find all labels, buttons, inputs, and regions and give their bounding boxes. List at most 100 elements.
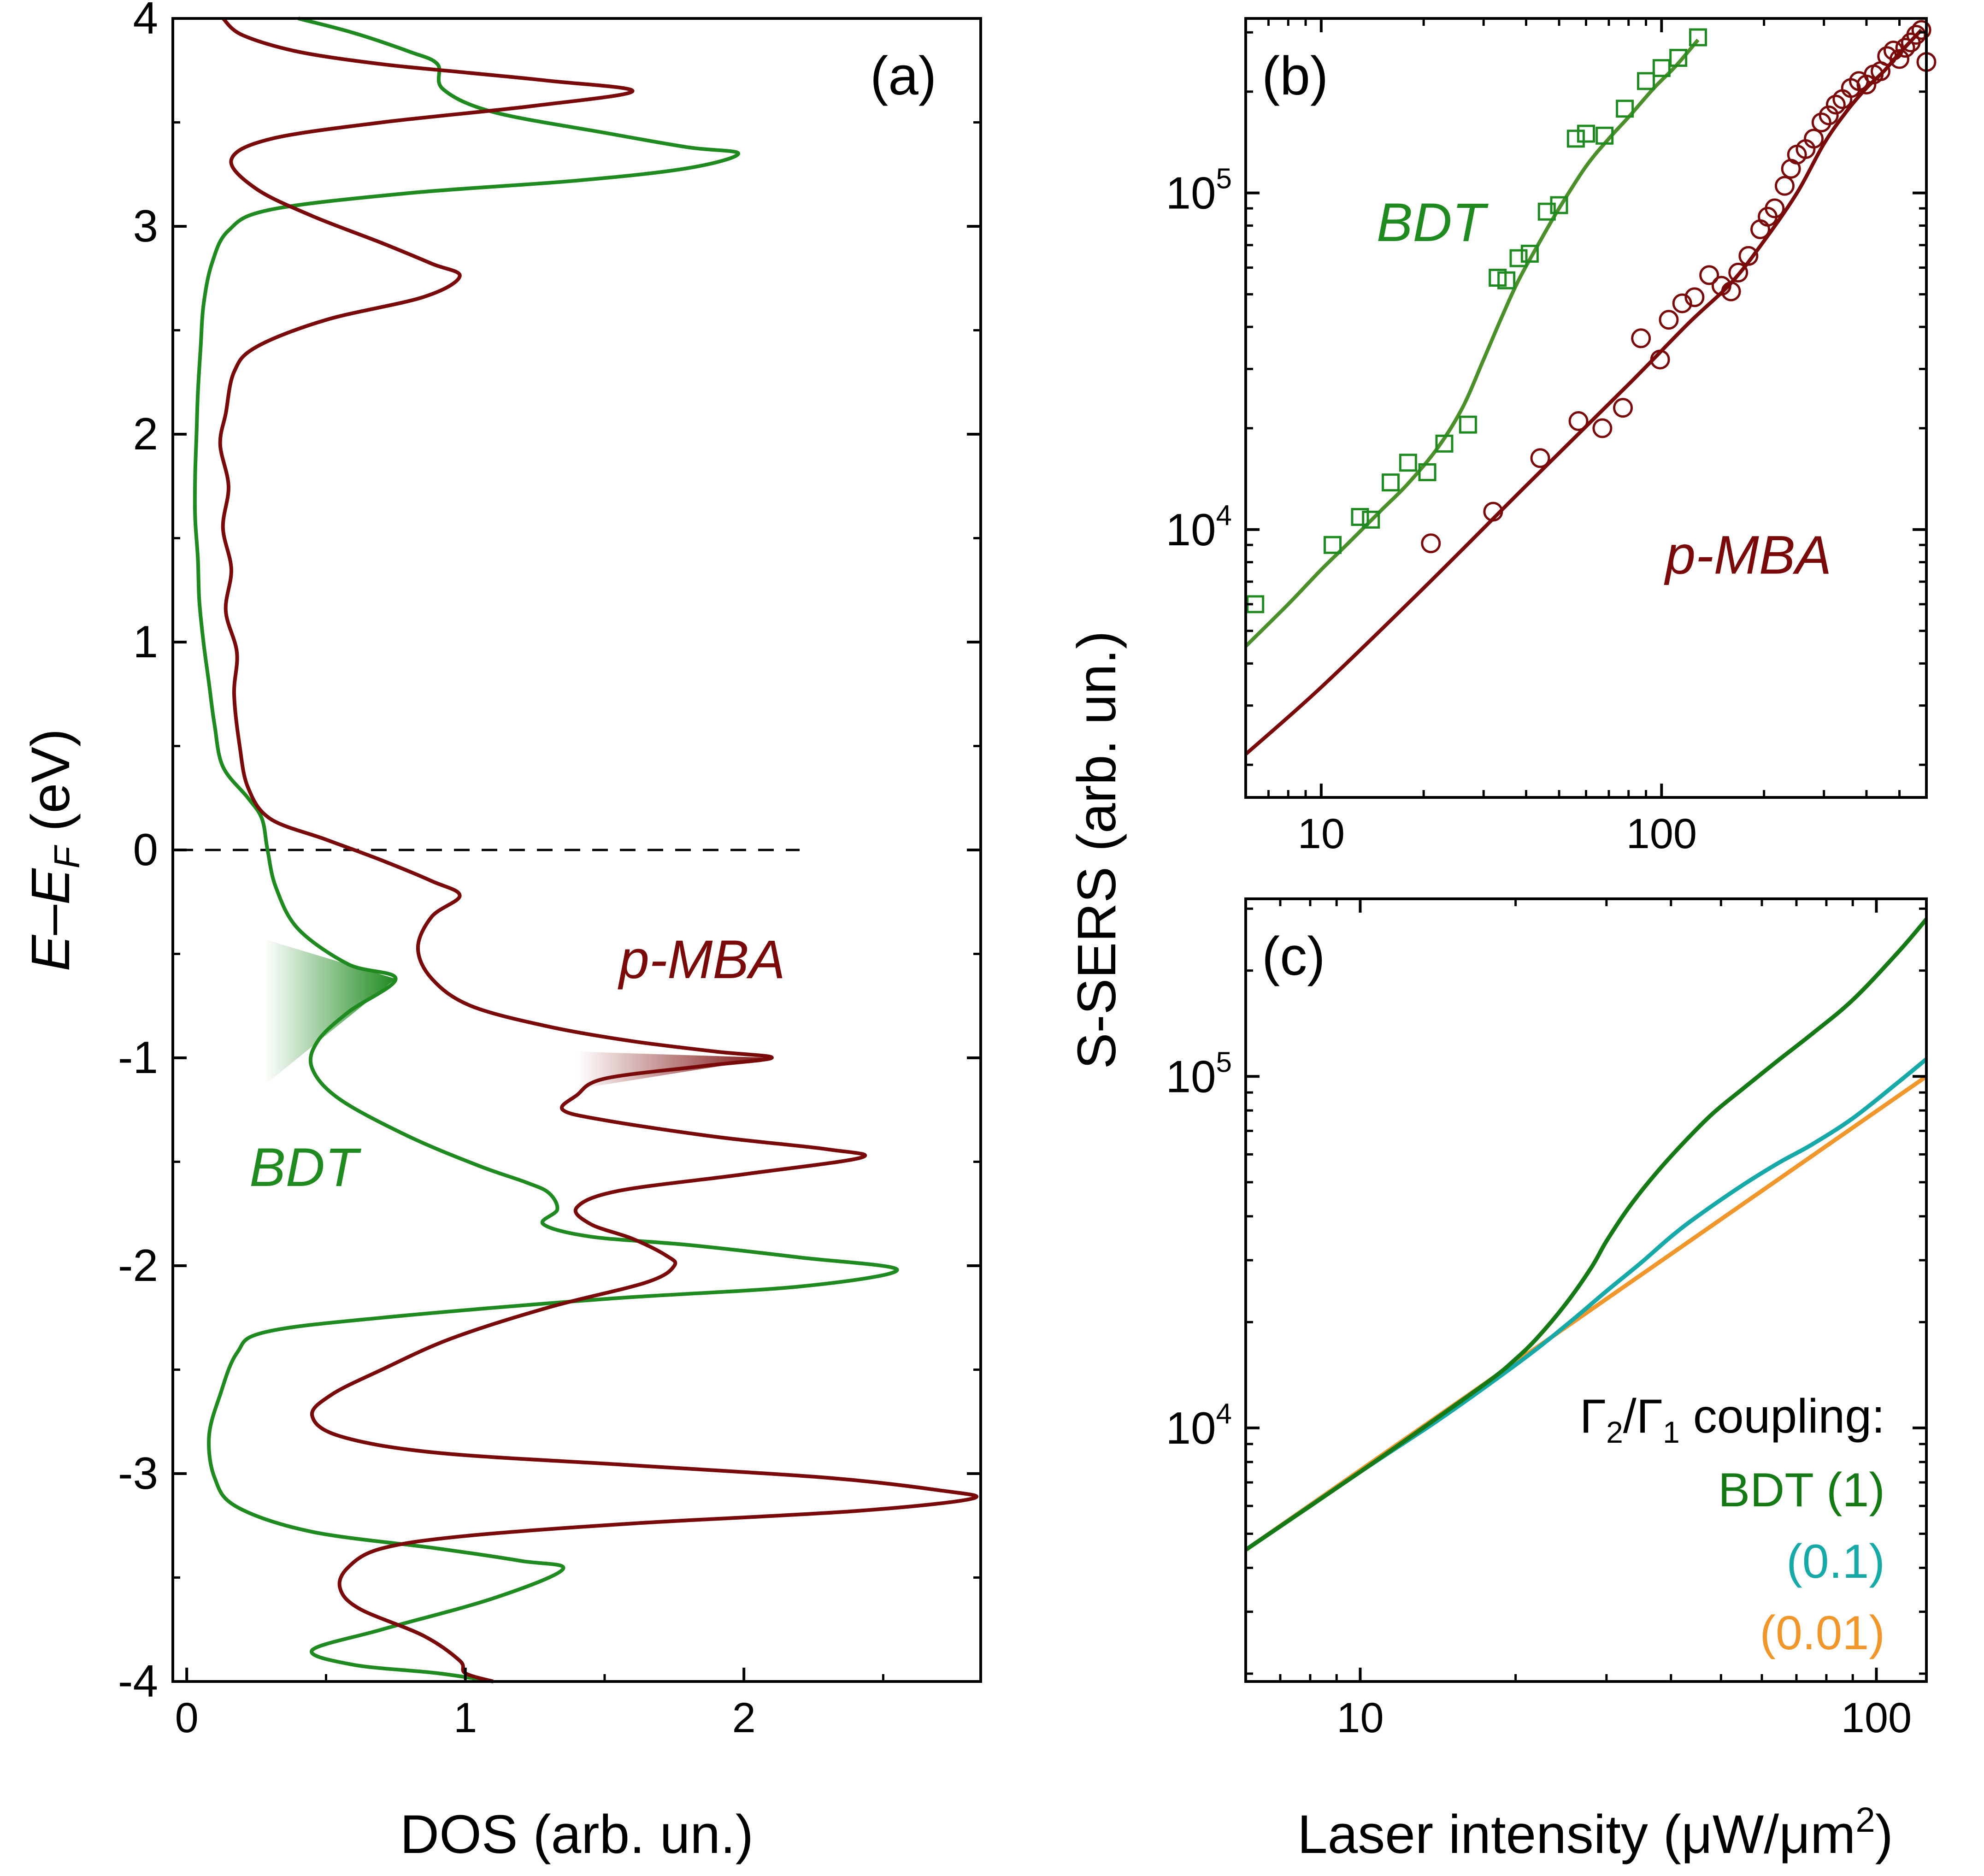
data-point-p-mba (1721, 281, 1741, 301)
y-tick-label-1: 1 (133, 616, 158, 667)
ylabel-dash: – (20, 905, 81, 935)
legend-gamma-2: Γ (1580, 1390, 1606, 1443)
data-point-bdt (1497, 271, 1516, 289)
legend-sub-1: 1 (1663, 1415, 1680, 1449)
data-point-bdt (1509, 249, 1528, 267)
legend-rest: coupling: (1680, 1390, 1885, 1443)
panel-b-label: (b) (1262, 46, 1328, 106)
data-point-p-mba (1699, 265, 1719, 285)
data-point-bdt (1435, 434, 1454, 453)
x-tick-label-1: 1 (453, 1694, 477, 1741)
data-point-p-mba (1906, 25, 1926, 45)
data-point-p-mba (1684, 287, 1705, 307)
panel-a-annotations: p-MBA BDT (249, 929, 785, 1198)
data-point-p-mba (1592, 418, 1613, 438)
y-tick-label--1: -1 (118, 1032, 158, 1083)
x-tick-label-10: 10 (1298, 810, 1345, 857)
xlabel-sup: 2 (1855, 1800, 1875, 1840)
data-point-p-mba (1711, 276, 1731, 296)
data-point-p-mba (1672, 293, 1692, 313)
data-point-p-mba (1804, 129, 1824, 149)
panel-b-plot-area (1244, 20, 1937, 756)
data-point-p-mba (1530, 448, 1550, 468)
data-point-bdt (1399, 454, 1417, 472)
y-tick-exp: 4 (1216, 1398, 1232, 1430)
panel-c-legend: Γ2/Γ1 coupling: BDT (1)(0.1)(0.01) (1580, 1390, 1885, 1660)
panel-a-plot-area (177, 17, 978, 1683)
y-tick-base: 10 (1166, 504, 1216, 555)
y-tick-base: 10 (1166, 168, 1216, 218)
data-point-bdt (1351, 508, 1369, 526)
panel-a-dos: 0 1 2 4 3 2 1 0 -1 -2 -3 -4 (a) p-MBA BDT DOS (arb. … (20, 0, 982, 1865)
panel-b-frame (1244, 17, 1928, 799)
legend-sub-2: 2 (1606, 1415, 1623, 1449)
data-point-bdt (1418, 463, 1436, 482)
data-point-p-mba (1895, 38, 1915, 58)
panels-bc-y-axis-label: S-SERS (arb. un.) (1066, 631, 1127, 1069)
data-point-bdt (1566, 130, 1585, 148)
ylabel-unit: (eV) (20, 729, 81, 847)
y-tick-label--2: -2 (118, 1240, 158, 1291)
x-tick-label-100: 100 (1626, 810, 1697, 857)
legend-slash: / (1623, 1390, 1637, 1443)
data-point-p-mba (1728, 262, 1749, 283)
data-point-bdt (1362, 510, 1380, 529)
data-point-p-mba (1811, 112, 1831, 133)
data-point-bdt (1537, 202, 1556, 221)
ylabel-e1: E (20, 934, 81, 971)
data-point-bdt (1637, 72, 1655, 90)
panel-c-plot-area (1244, 918, 1928, 1552)
data-point-bdt (1324, 536, 1342, 554)
legend-gamma-1: Γ (1637, 1390, 1663, 1443)
y-tick-label-4: 4 (133, 0, 158, 43)
data-point-bdt (1652, 59, 1671, 77)
y-tick-base: 10 (1166, 1051, 1216, 1102)
data-point-p-mba (1877, 46, 1897, 66)
fit-line-bdt (1244, 38, 1700, 648)
annotation-p-mba: p-MBA (1664, 525, 1832, 585)
data-point-p-mba (1650, 349, 1670, 370)
data-point-p-mba (1890, 49, 1910, 69)
annotation-bdt: BDT (249, 1137, 362, 1198)
ylabel-e2: E (20, 868, 81, 905)
data-point-bdt (1616, 100, 1634, 118)
ylabel-sub: F (47, 844, 87, 868)
x-tick-label-100: 100 (1841, 1694, 1912, 1741)
series-line-p-mba (218, 17, 978, 1683)
data-point-p-mba (1819, 105, 1839, 125)
y-tick-label-3: 3 (133, 201, 158, 251)
data-point-p-mba (1774, 176, 1795, 196)
data-point-p-mba (1856, 74, 1877, 94)
data-point-bdt (1689, 28, 1707, 47)
legend-entry-0: BDT (1) (1718, 1463, 1885, 1517)
shaded-peak-bdt (265, 939, 396, 1085)
data-point-p-mba (1613, 398, 1633, 418)
y-tick-exp: 5 (1216, 1046, 1232, 1078)
series-line-bdt-1 (1244, 918, 1928, 1552)
data-point-p-mba (1631, 328, 1651, 348)
xlabel-close: ) (1875, 1804, 1893, 1865)
y-tick-label--3: -3 (118, 1448, 158, 1498)
legend-entry-2: (0.01) (1760, 1606, 1885, 1660)
x-tick-label-2: 2 (732, 1694, 756, 1741)
annotation-p-mba: p-MBA (618, 929, 785, 990)
y-tick-label-2: 2 (133, 408, 158, 459)
panel-c-frame (1244, 897, 1928, 1683)
data-point-bdt (1550, 196, 1568, 214)
y-tick-exp: 5 (1216, 163, 1232, 195)
data-point-bdt (1459, 415, 1477, 434)
data-point-bdt (1669, 49, 1688, 67)
y-tick-label-10e5: 105 (1166, 1046, 1232, 1102)
panel-a-ticks: 0 1 2 4 3 2 1 0 -1 -2 -3 -4 (118, 0, 981, 1741)
data-point-bdt (1382, 473, 1400, 492)
y-tick-exp: 4 (1216, 500, 1232, 531)
y-tick-base: 10 (1166, 1403, 1216, 1453)
panel-a-x-axis-label: DOS (arb. un.) (400, 1804, 754, 1865)
data-point-p-mba (1765, 198, 1785, 218)
x-tick-label-10: 10 (1336, 1694, 1384, 1741)
xlabel-main: Laser intensity (μW/μm (1297, 1804, 1855, 1865)
panel-a-y-axis-label: E–EF (eV) (20, 729, 87, 971)
